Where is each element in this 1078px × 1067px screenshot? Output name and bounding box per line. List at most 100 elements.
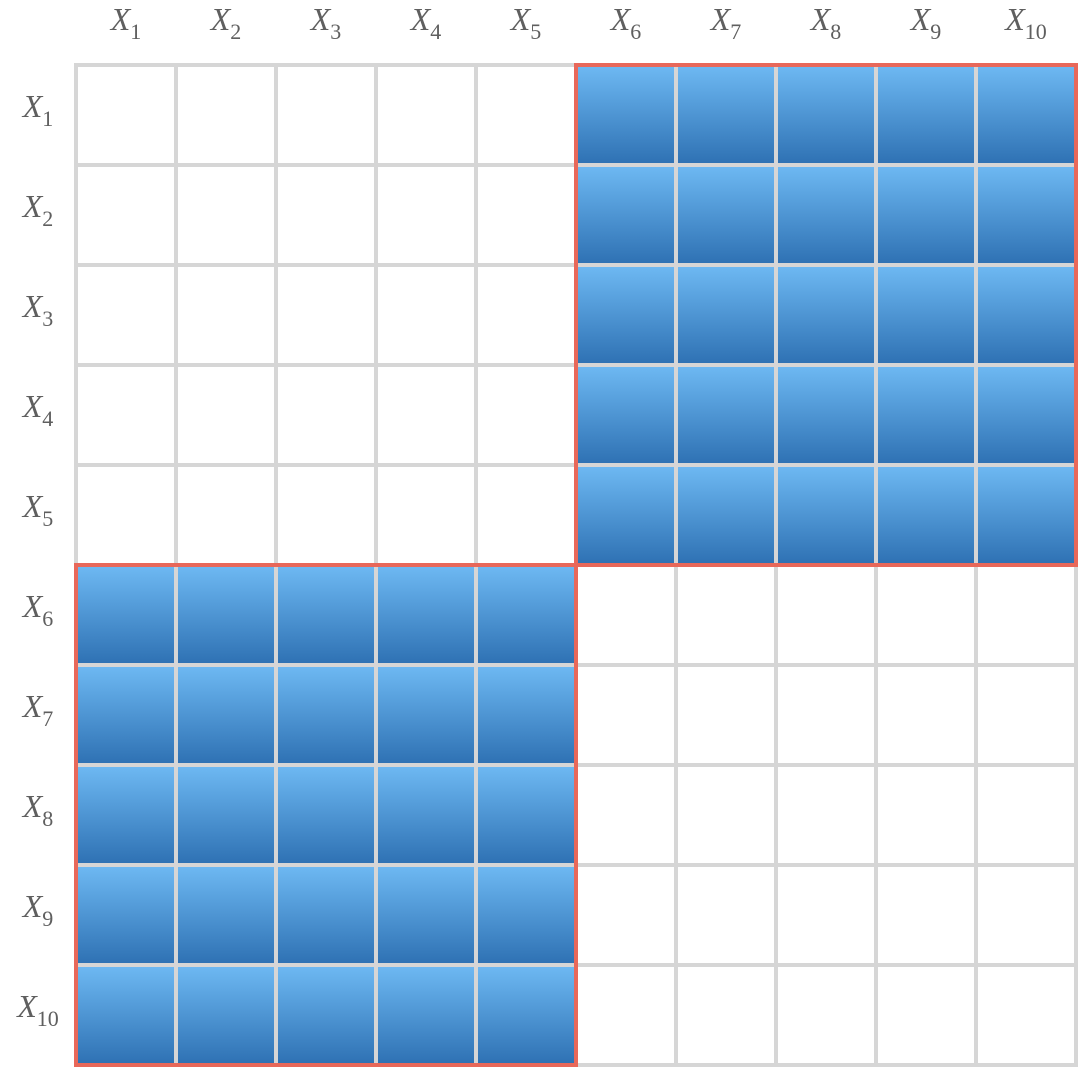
matrix-cell-filled [178, 767, 274, 863]
matrix-cell-empty [878, 767, 974, 863]
column-label: X1 [109, 1, 142, 44]
matrix-cell-filled [178, 567, 274, 663]
matrix-cell-empty [878, 667, 974, 763]
highlight-block-border [74, 563, 578, 1067]
matrix-cell-empty [278, 467, 374, 563]
matrix-cell-filled [678, 267, 774, 363]
matrix-cell-filled [378, 767, 474, 863]
row-label: X7 [21, 688, 54, 731]
column-label: X10 [1003, 1, 1047, 44]
matrix-cell-empty [378, 67, 474, 163]
matrix-cell-filled [778, 367, 874, 463]
matrix-cell-empty [178, 67, 274, 163]
matrix-cell-empty [978, 767, 1074, 863]
matrix-cell-empty [778, 667, 874, 763]
matrix-cell-filled [278, 867, 374, 963]
matrix-cell-filled [978, 67, 1074, 163]
column-label: X8 [809, 1, 842, 44]
matrix-cell-filled [778, 167, 874, 263]
matrix-cell-empty [578, 567, 674, 663]
matrix-cell-filled [178, 867, 274, 963]
column-labels: X1 X2 X3 X4 X5 X6 X7 X8 X9 X10 [109, 1, 1047, 44]
row-label: X6 [21, 588, 54, 631]
matrix-cell-empty [78, 67, 174, 163]
matrix-cell-filled [78, 967, 174, 1063]
matrix-cell-empty [578, 967, 674, 1063]
matrix-cell-empty [278, 267, 374, 363]
matrix-cell-empty [378, 467, 474, 563]
matrix-cell-empty [778, 967, 874, 1063]
matrix-cell-filled [678, 167, 774, 263]
matrix-cell-filled [478, 867, 574, 963]
matrix-cell-filled [478, 767, 574, 863]
row-label: X2 [21, 188, 54, 231]
column-label: X9 [909, 1, 942, 44]
matrix-cell-empty [178, 467, 274, 563]
matrix-cell-empty [378, 367, 474, 463]
matrix-cell-filled [378, 567, 474, 663]
matrix-cell-filled [478, 967, 574, 1063]
row-label: X3 [21, 288, 54, 331]
matrix-cell-empty [978, 967, 1074, 1063]
matrix-cell-empty [578, 767, 674, 863]
column-label: X7 [709, 1, 742, 44]
matrix-cell-filled [278, 967, 374, 1063]
matrix-cell-filled [978, 467, 1074, 563]
matrix-cell-empty [78, 267, 174, 363]
matrix-cell-filled [878, 167, 974, 263]
matrix-cell-filled [978, 367, 1074, 463]
matrix-cell-empty [178, 367, 274, 463]
matrix-cell-empty [478, 167, 574, 263]
matrix-cell-filled [78, 767, 174, 863]
matrix-cell-filled [878, 67, 974, 163]
matrix-cell-filled [378, 667, 474, 763]
matrix-cell-empty [278, 67, 374, 163]
matrix-cell-empty [578, 667, 674, 763]
matrix-cell-empty [678, 867, 774, 963]
matrix-cell-filled [78, 667, 174, 763]
matrix-cell-filled [778, 467, 874, 563]
row-label: X4 [21, 388, 54, 431]
matrix-cell-filled [678, 467, 774, 563]
matrix-cell-empty [378, 267, 474, 363]
matrix-cell-empty [478, 67, 574, 163]
matrix-cell-filled [78, 567, 174, 663]
matrix-cell-filled [178, 667, 274, 763]
matrix-cell-empty [78, 167, 174, 263]
matrix-cell-empty [978, 567, 1074, 663]
matrix-cell-filled [878, 267, 974, 363]
matrix-cell-filled [478, 567, 574, 663]
matrix-cell-filled [78, 867, 174, 963]
column-label: X4 [409, 1, 442, 44]
matrix-cell-empty [78, 467, 174, 563]
matrix-cell-filled [678, 367, 774, 463]
matrix-cell-empty [878, 967, 974, 1063]
matrix-cell-empty [978, 867, 1074, 963]
row-label: X5 [21, 488, 54, 531]
highlight-blocks [74, 63, 1078, 1067]
matrix-cell-empty [78, 367, 174, 463]
row-labels: X1 X2 X3 X4 X5 X6 X7 X8 X9 X10 [15, 88, 59, 1031]
matrix-cell-filled [578, 367, 674, 463]
matrix-cell-filled [478, 667, 574, 763]
matrix-cell-filled [778, 67, 874, 163]
matrix-cell-filled [578, 167, 674, 263]
matrix-cell-empty [878, 567, 974, 663]
matrix-cell-empty [778, 567, 874, 663]
row-label: X8 [21, 788, 54, 831]
highlight-block-border [574, 63, 1078, 567]
matrix-cells [78, 67, 1074, 1063]
column-label: X5 [509, 1, 542, 44]
matrix-cell-empty [978, 667, 1074, 763]
matrix-cell-filled [778, 267, 874, 363]
matrix-cell-filled [378, 867, 474, 963]
matrix-cell-filled [378, 967, 474, 1063]
matrix-cell-filled [978, 267, 1074, 363]
matrix-cell-empty [878, 867, 974, 963]
matrix-cell-empty [578, 867, 674, 963]
matrix-cell-filled [878, 367, 974, 463]
matrix-cell-empty [378, 167, 474, 263]
matrix-cell-filled [578, 267, 674, 363]
matrix-cell-empty [478, 367, 574, 463]
matrix-cell-filled [178, 967, 274, 1063]
